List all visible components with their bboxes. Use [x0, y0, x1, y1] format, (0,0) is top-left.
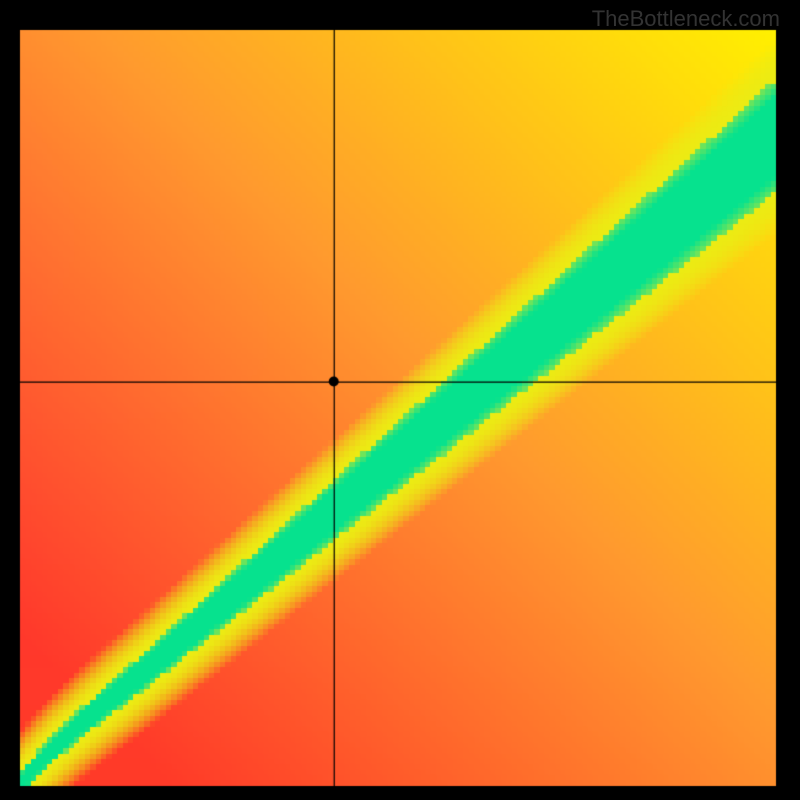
watermark-text: TheBottleneck.com [592, 6, 780, 32]
chart-container: TheBottleneck.com [0, 0, 800, 800]
bottleneck-heatmap [0, 0, 800, 800]
